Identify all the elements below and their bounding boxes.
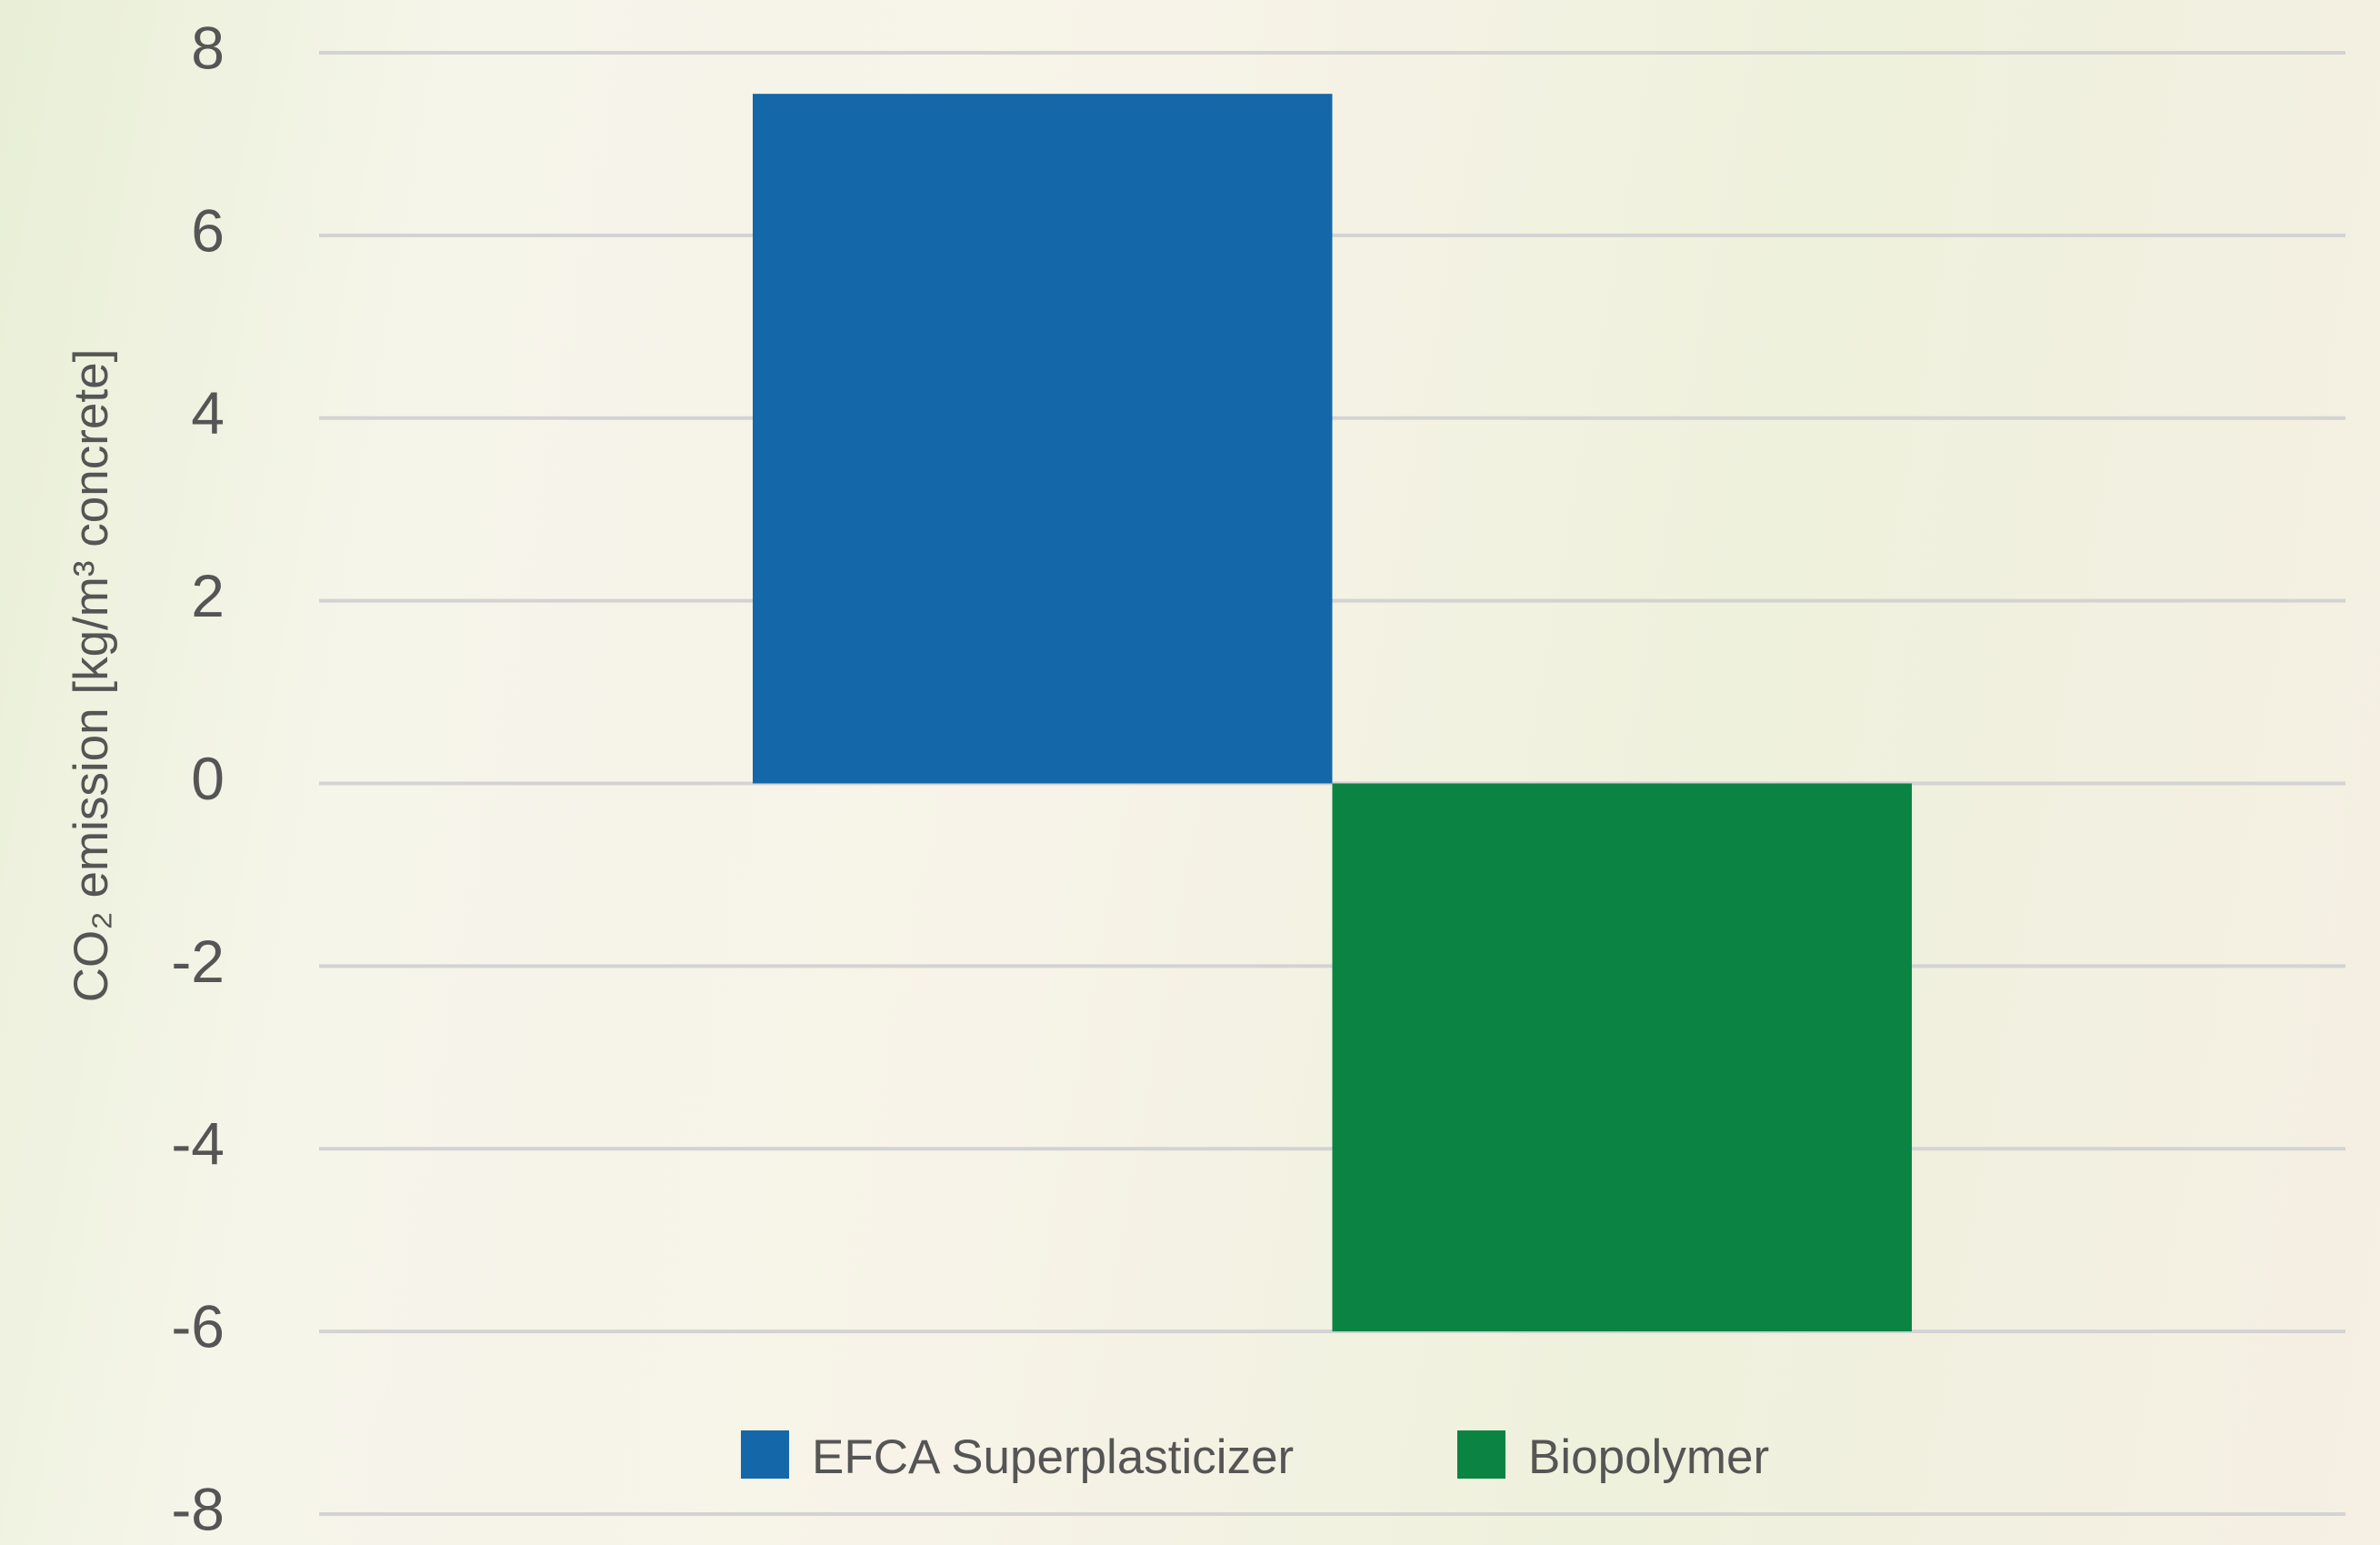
bar bbox=[1333, 784, 1912, 1332]
y-tick-label: 6 bbox=[191, 196, 225, 264]
page: CO₂ emission [kg/m³ concrete] -8 -6 -4 -2 0 2… bbox=[0, 0, 2380, 1545]
legend-label: EFCA Superplasticizer bbox=[812, 1430, 1294, 1484]
legend-swatch bbox=[741, 1430, 789, 1479]
y-tick-label: 4 bbox=[191, 379, 225, 446]
y-tick-label: -2 bbox=[171, 928, 225, 995]
y-tick-label: 8 bbox=[191, 14, 225, 81]
y-tick-label: -8 bbox=[171, 1475, 225, 1542]
y-tick-label: 2 bbox=[191, 562, 225, 629]
legend-label: Biopolymer bbox=[1528, 1430, 1769, 1484]
y-tick-label: -4 bbox=[171, 1110, 225, 1178]
y-axis-label: CO₂ emission [kg/m³ concrete] bbox=[65, 349, 118, 1003]
bar bbox=[753, 94, 1332, 783]
chart: CO₂ emission [kg/m³ concrete] -8 -6 -4 -2 0 2… bbox=[0, 0, 2380, 1545]
y-tick-label: -6 bbox=[171, 1293, 225, 1360]
y-tick-label: 0 bbox=[191, 745, 225, 812]
legend-swatch bbox=[1457, 1430, 1505, 1479]
